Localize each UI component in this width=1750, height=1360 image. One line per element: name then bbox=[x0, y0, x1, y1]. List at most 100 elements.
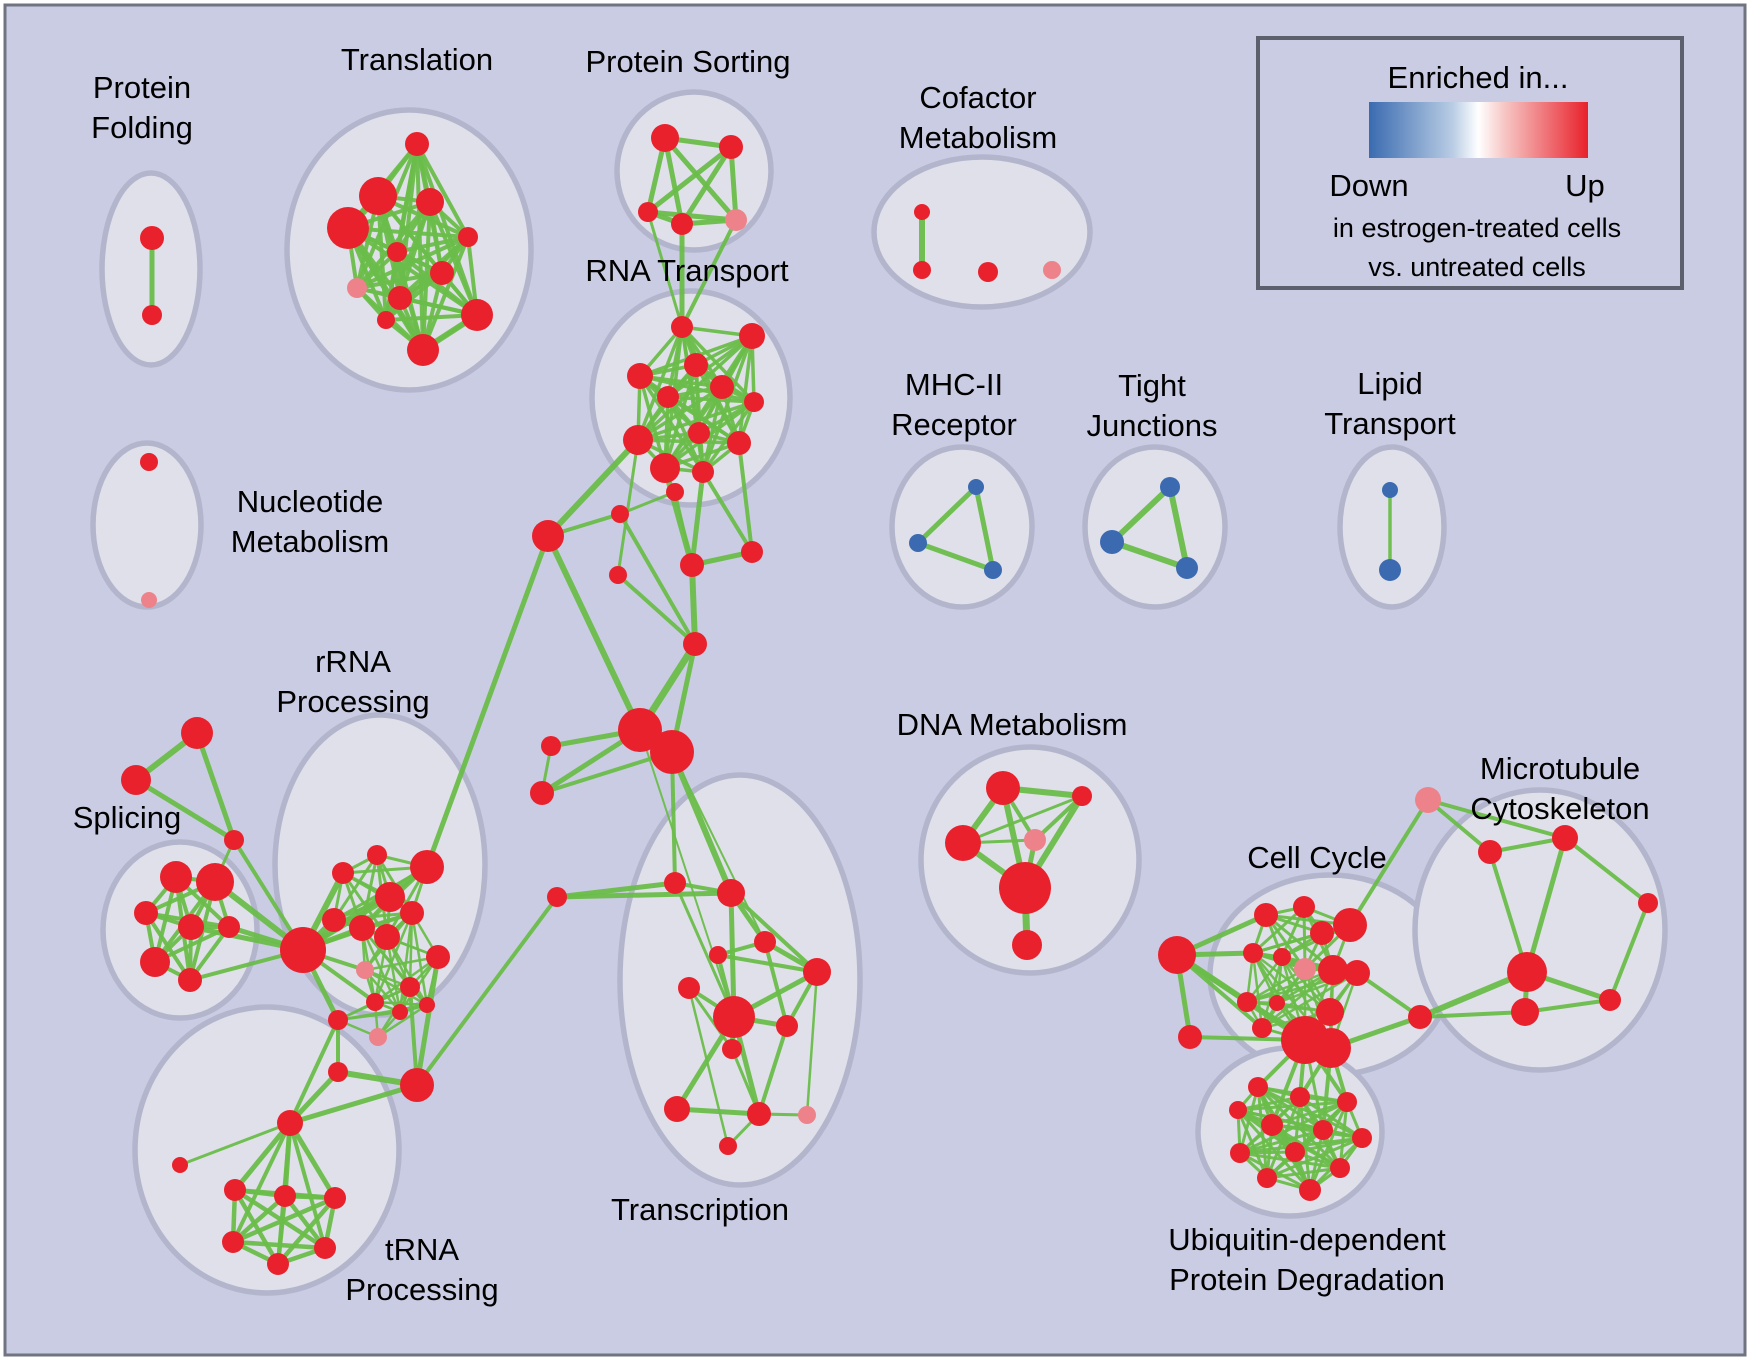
edge bbox=[915, 484, 979, 546]
legend-caption-line2: vs. untreated cells bbox=[1368, 252, 1586, 282]
node-mt3-red bbox=[1638, 893, 1658, 913]
node-mh1-blue bbox=[968, 479, 984, 495]
node-tx2-red bbox=[717, 879, 745, 907]
legend-gradient-bar bbox=[1369, 102, 1588, 158]
node-rt1-red bbox=[671, 316, 693, 338]
node-rt9-red bbox=[688, 422, 710, 444]
node-sp2-red bbox=[196, 863, 234, 901]
node-sp7-red bbox=[178, 968, 202, 992]
node-ub4-red bbox=[1229, 1101, 1247, 1119]
node-rr13-red bbox=[328, 1010, 348, 1030]
edge bbox=[638, 374, 705, 474]
edge bbox=[689, 469, 706, 568]
node-sp4-red bbox=[178, 914, 204, 940]
node-rt3-red bbox=[684, 353, 708, 377]
edge bbox=[424, 533, 551, 870]
edge bbox=[1238, 1128, 1325, 1155]
edge bbox=[689, 562, 698, 647]
node-tx3-red bbox=[754, 931, 776, 953]
edge bbox=[345, 225, 426, 353]
edge bbox=[666, 395, 756, 404]
node-rt12-red bbox=[692, 461, 714, 483]
node-tx4-red bbox=[709, 946, 727, 964]
edge bbox=[230, 1193, 288, 1245]
node-tr12-red bbox=[377, 311, 395, 329]
node-cc11-red bbox=[1269, 995, 1285, 1011]
edge bbox=[961, 794, 1084, 845]
edge bbox=[355, 271, 444, 290]
node-cc7-pink bbox=[1294, 958, 1316, 980]
node-rr1-red bbox=[367, 845, 387, 865]
node-mh3-blue bbox=[984, 561, 1002, 579]
node-rr16-red bbox=[419, 997, 435, 1013]
edge bbox=[636, 400, 756, 442]
node-tj3-blue bbox=[1176, 557, 1198, 579]
edge bbox=[376, 1003, 429, 1039]
legend: Enriched in... Down Up in estrogen-treated … bbox=[1256, 36, 1684, 290]
cluster-ellipse-lipid-transport bbox=[1337, 444, 1447, 610]
node-h2-red bbox=[650, 730, 694, 774]
edge bbox=[332, 853, 379, 922]
node-cc5-red bbox=[1243, 943, 1263, 963]
edge bbox=[763, 940, 789, 1028]
node-lt2-blue bbox=[1379, 559, 1401, 581]
edge bbox=[728, 144, 739, 223]
edge bbox=[616, 573, 697, 646]
node-tx9-red bbox=[722, 1039, 742, 1059]
node-tx1-red bbox=[664, 872, 686, 894]
edge bbox=[662, 135, 739, 223]
edge bbox=[194, 730, 237, 843]
edge bbox=[645, 144, 734, 215]
node-tx5-red bbox=[803, 958, 831, 986]
node-jF-red bbox=[741, 541, 763, 563]
edge bbox=[395, 235, 470, 254]
node-tr3-red bbox=[416, 188, 444, 216]
node-tn3-red bbox=[324, 1187, 346, 1209]
node-rr2-red bbox=[410, 850, 444, 884]
node-mt1-red bbox=[1478, 840, 1502, 864]
edge bbox=[232, 1120, 293, 1193]
node-rt5-red bbox=[710, 375, 734, 399]
node-rrHub-red bbox=[280, 927, 326, 973]
node-mt2-red bbox=[1552, 825, 1578, 851]
node-tr7-red bbox=[430, 261, 454, 285]
edge bbox=[915, 540, 996, 573]
node-mt5-red bbox=[1599, 989, 1621, 1011]
node-rt7-red bbox=[744, 392, 764, 412]
edge bbox=[646, 210, 684, 329]
node-tnHub-red bbox=[277, 1110, 303, 1136]
node-ps3-red bbox=[638, 202, 658, 222]
node-ub9-red bbox=[1285, 1142, 1305, 1162]
edge bbox=[687, 986, 734, 1051]
node-rr5-red bbox=[322, 908, 346, 932]
node-cc8-red bbox=[1318, 955, 1348, 985]
node-jE-red bbox=[683, 632, 707, 656]
node-tx6-red bbox=[678, 977, 700, 999]
node-cf2-red bbox=[913, 261, 931, 279]
edge bbox=[421, 235, 470, 352]
node-tn2-red bbox=[274, 1185, 296, 1207]
edge bbox=[275, 1195, 338, 1267]
cluster-label-trna-processing: tRNA Processing bbox=[345, 1232, 498, 1307]
node-cc10-red bbox=[1237, 992, 1257, 1012]
node-sp3-red bbox=[134, 901, 158, 925]
legend-title: Enriched in... bbox=[1388, 60, 1569, 95]
edge bbox=[363, 968, 402, 1014]
cluster-label-transcription: Transcription bbox=[611, 1192, 789, 1227]
edge bbox=[133, 777, 237, 843]
node-rr15-red bbox=[392, 1004, 408, 1020]
cluster-label-rna-transport: RNA Transport bbox=[585, 253, 789, 288]
legend-up-label: Up bbox=[1565, 168, 1605, 203]
node-mtHub-red bbox=[1507, 952, 1547, 992]
node-sp5-red bbox=[218, 916, 240, 938]
edge bbox=[618, 512, 697, 646]
cluster-label-tight-junctions: Tight Junctions bbox=[1087, 368, 1218, 443]
cluster-label-dna-metabolism: DNA Metabolism bbox=[897, 707, 1128, 742]
node-ub10-red bbox=[1330, 1158, 1350, 1178]
edge bbox=[384, 271, 444, 322]
edge bbox=[363, 968, 429, 1007]
node-tj1-blue bbox=[1160, 477, 1180, 497]
node-rr18-red bbox=[328, 1062, 348, 1082]
edge bbox=[1348, 798, 1430, 927]
node-spt3-red bbox=[224, 830, 244, 850]
